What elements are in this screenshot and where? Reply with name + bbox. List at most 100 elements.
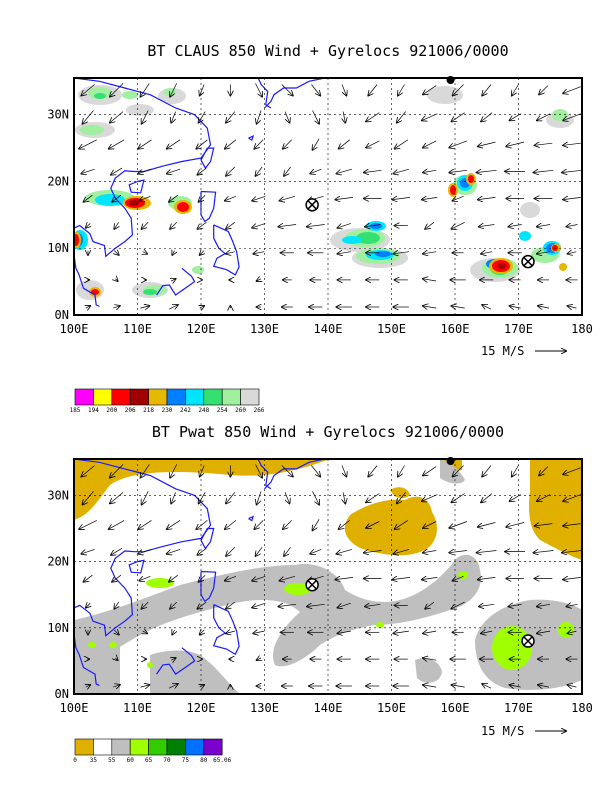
wind-vector — [423, 279, 437, 281]
wind-vector — [562, 170, 582, 172]
wind-vector — [86, 685, 90, 687]
wind-vector — [512, 465, 519, 477]
colorbar-swatch — [129, 388, 149, 406]
wind-vector — [170, 601, 177, 609]
wind-vector — [200, 465, 205, 477]
x-tick-label: 140E — [314, 701, 343, 715]
bottom-coastline — [74, 459, 325, 686]
wind-vector — [225, 139, 237, 149]
wind-vector — [254, 520, 264, 529]
wind-vector — [512, 84, 519, 96]
wind-vector — [366, 521, 380, 529]
bottom-gyre-markers — [305, 457, 535, 648]
bottom-wind-vectors — [79, 464, 582, 688]
wind-vector — [142, 110, 149, 124]
top-panel: BT CLAUS 850 Wind + Gyrelocs 921006/0000 — [47, 42, 593, 414]
wind-vector — [143, 252, 147, 254]
coastline-segment — [212, 224, 240, 276]
wind-vector — [81, 549, 95, 553]
wind-vector — [110, 83, 124, 96]
wind-vector — [226, 252, 235, 254]
wind-vector — [196, 139, 208, 149]
wind-vector — [338, 602, 351, 607]
wind-vector — [279, 604, 297, 606]
wind-vector — [452, 601, 465, 609]
wind-vector — [422, 113, 438, 121]
wind-vector — [226, 222, 236, 229]
coastline-segment — [264, 78, 325, 109]
wind-vector — [312, 110, 320, 124]
wind-vector — [198, 601, 207, 609]
wind-vector — [114, 251, 118, 255]
wind-vector — [171, 279, 175, 281]
wind-vector — [200, 251, 204, 255]
wind-vector — [256, 166, 263, 176]
wind-vector — [423, 658, 437, 660]
bottom-pwat-field — [74, 459, 582, 694]
wind-vector — [81, 168, 95, 173]
wind-vector — [422, 197, 438, 199]
x-tick-label: 130E — [250, 701, 279, 715]
wind-vector — [510, 685, 521, 687]
top-map-frame — [73, 77, 583, 316]
wind-vector — [225, 575, 237, 580]
wind-vector — [140, 685, 150, 687]
wind-vector — [425, 222, 435, 229]
wind-vector — [366, 493, 380, 503]
coastline-segment — [200, 147, 215, 170]
x-tick-label: 170E — [504, 322, 533, 336]
wind-vector — [307, 604, 325, 606]
wind-vector — [256, 546, 263, 556]
wind-vector — [312, 491, 320, 504]
wind-vector — [338, 631, 351, 633]
colorbar-swatch — [203, 738, 223, 756]
wind-vector — [167, 549, 181, 553]
wind-vector — [114, 630, 118, 635]
bottom-gridlines — [74, 459, 582, 694]
wind-vector — [109, 520, 125, 529]
wind-vector — [79, 139, 97, 149]
wind-vector — [563, 494, 581, 502]
wind-vector — [535, 143, 553, 145]
colorbar-swatch — [185, 738, 205, 756]
wind-vector — [423, 685, 437, 687]
colorbar-label: 194 — [88, 407, 99, 414]
top-coastline — [74, 78, 325, 307]
wind-vector — [115, 279, 117, 281]
wind-vector — [453, 575, 464, 580]
wind-vector — [562, 551, 582, 553]
wind-vector — [509, 604, 522, 606]
wind-vector — [167, 139, 181, 149]
wind-vector — [143, 631, 147, 633]
wind-vector — [478, 577, 496, 579]
wind-vector — [539, 85, 549, 95]
wind-vector — [394, 168, 409, 173]
wind-vector — [226, 111, 236, 123]
wind-vector — [453, 195, 464, 200]
colorbar-swatch — [221, 388, 241, 406]
bottom-y-tick-labels: 30N 20N 10N 0N — [47, 488, 69, 701]
wind-vector — [449, 170, 467, 172]
wind-vector — [366, 112, 380, 122]
wind-vector — [199, 492, 206, 503]
wind-vector — [397, 111, 406, 123]
wind-vector — [284, 166, 291, 176]
wind-vector — [339, 139, 350, 149]
wind-vector — [568, 306, 577, 308]
top-gyre-markers — [305, 76, 535, 269]
wind-vector — [253, 252, 265, 254]
wind-vector — [341, 84, 346, 96]
wind-vector — [422, 577, 438, 579]
wind-vector — [423, 521, 437, 529]
colorbar-label: 206 — [125, 407, 136, 414]
wind-vector — [139, 575, 151, 580]
wind-vector — [200, 84, 205, 96]
wind-vector — [395, 139, 408, 149]
wind-vector — [338, 252, 351, 254]
y-tick-label: 0N — [55, 308, 69, 322]
coastline-segment — [128, 179, 145, 194]
coastline-segment — [74, 634, 100, 686]
colorbar-label: 0 — [73, 757, 77, 764]
x-tick-label: 170E — [504, 701, 533, 715]
